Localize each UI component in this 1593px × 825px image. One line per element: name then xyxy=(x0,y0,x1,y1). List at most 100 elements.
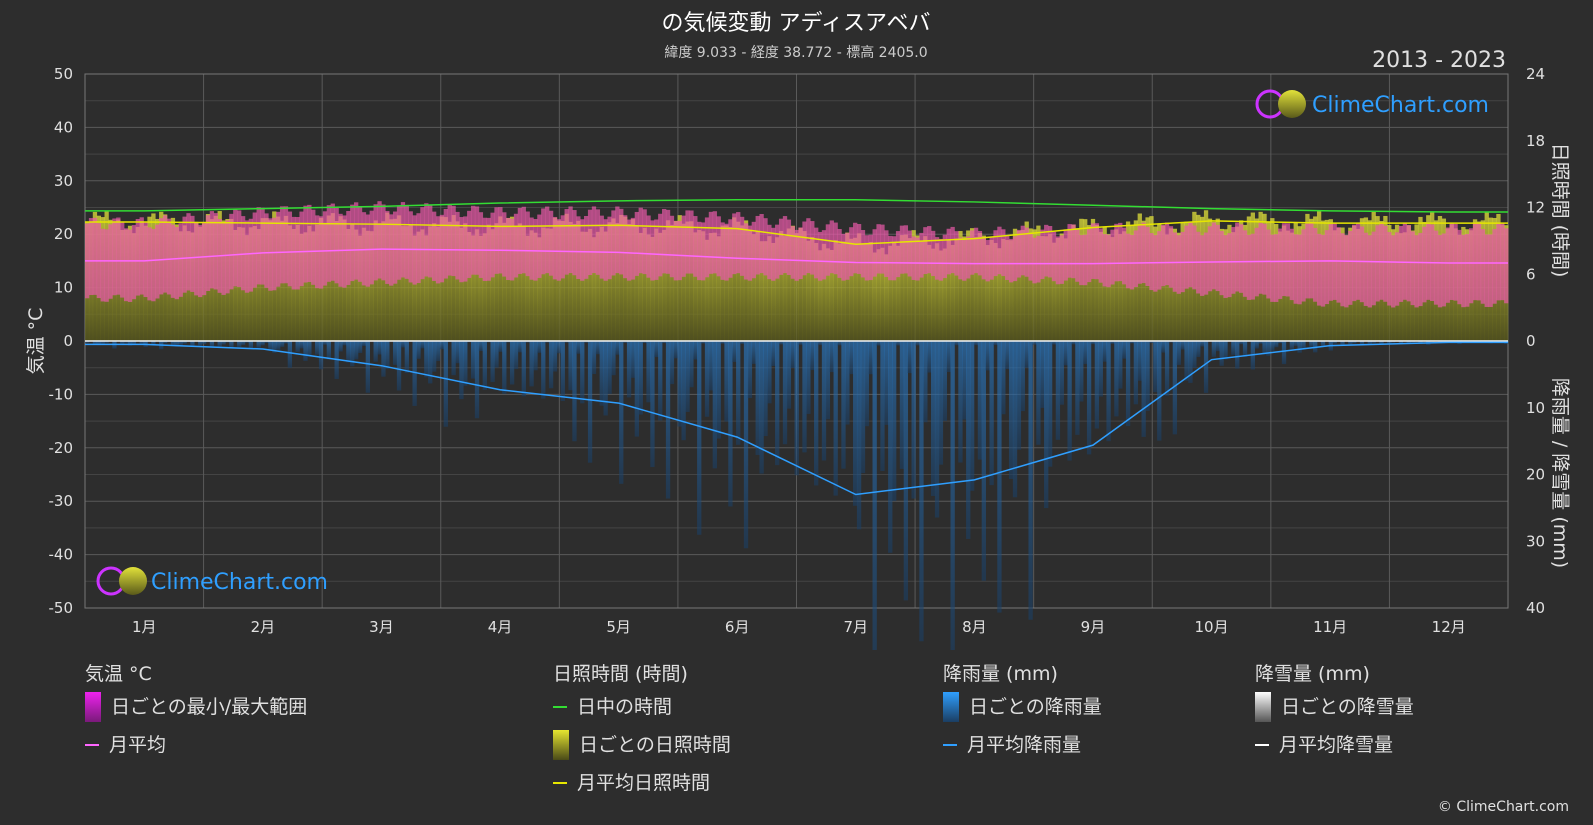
temperature-day-range xyxy=(915,237,920,281)
temperature-day-range xyxy=(1324,230,1330,305)
left-tick-label: 20 xyxy=(54,225,73,243)
sunshine-day-bar xyxy=(455,221,460,341)
rain-day-bar xyxy=(697,341,702,535)
sunshine-day-bar xyxy=(408,225,413,341)
rain-day-bar xyxy=(1059,341,1064,405)
rain-day-bar xyxy=(778,341,784,345)
rain-day-bar xyxy=(1047,341,1053,467)
daylight-hours-line xyxy=(85,198,1508,213)
legend-group-sunshine: 日照時間 (時間) 日中の時間 日ごとの日照時間 月平均日照時間 xyxy=(553,660,731,802)
temperature-day-range xyxy=(478,212,484,278)
watermark-top-text: ClimeChart.com xyxy=(1312,93,1489,118)
rain-day-bar xyxy=(120,341,125,344)
temperature-day-range xyxy=(1168,226,1174,288)
rain-day-bar xyxy=(903,341,909,601)
rain-day-bar xyxy=(630,341,636,378)
temperature-day-range xyxy=(1383,225,1388,302)
rain-day-bar xyxy=(856,341,862,530)
rain-day-bar xyxy=(810,341,815,371)
temperature-day-range xyxy=(927,226,932,274)
temperature-day-range xyxy=(899,225,905,274)
sunshine-day-bar xyxy=(634,225,640,341)
temperature-day-range xyxy=(1375,225,1380,302)
temperature-day-range xyxy=(1032,237,1037,284)
sunshine-day-bar xyxy=(872,252,877,341)
temperature-day-range xyxy=(1344,235,1349,308)
sunshine-day-bar xyxy=(607,222,612,341)
temperature-day-range xyxy=(681,215,686,277)
rain-day-bar xyxy=(151,341,156,345)
temperature-day-range xyxy=(404,204,409,279)
rain-day-bar xyxy=(576,341,581,354)
left-tick-label: 50 xyxy=(54,65,73,83)
sunshine-day-bar xyxy=(1016,230,1022,341)
rain-day-bar xyxy=(1180,341,1185,350)
temperature-day-range xyxy=(494,207,499,274)
rain-day-bar xyxy=(993,341,998,346)
mean-rain-line xyxy=(85,341,1508,496)
rain-day-bar xyxy=(428,341,433,384)
sunshine-day-bar xyxy=(1063,238,1068,341)
sunshine-day-bar xyxy=(849,238,854,341)
temperature-day-range xyxy=(829,220,834,274)
sunshine-day-bar xyxy=(732,217,737,341)
rain-day-bar xyxy=(989,341,994,486)
rain-day-bar xyxy=(482,341,487,391)
rain-day-bar xyxy=(1379,341,1384,345)
legend-group-title: 降雨量 (mm) xyxy=(943,663,1058,685)
temperature-day-range xyxy=(279,206,285,284)
legend-group-temperature: 気温 °C 日ごとの最小/最大範囲 月平均 xyxy=(85,660,307,764)
month-label: 11月 xyxy=(1313,618,1347,636)
rain-day-bar xyxy=(1102,341,1107,362)
rain-day-bar xyxy=(1293,341,1298,346)
temperature-day-range xyxy=(260,207,265,285)
legend-label: 日ごとの降雪量 xyxy=(1281,696,1414,718)
sunshine-day-bar xyxy=(346,228,351,341)
rain-day-bar xyxy=(1406,341,1411,344)
temperature-day-range xyxy=(498,207,503,274)
temperature-day-range xyxy=(1008,238,1014,283)
sunshine-day-bar xyxy=(303,232,308,341)
sunshine-day-bar xyxy=(307,225,312,341)
rain-day-bar xyxy=(1387,341,1392,344)
precipitation-tick-label: 10 xyxy=(1526,399,1545,417)
rain-day-bar xyxy=(529,341,534,387)
sunshine-day-bar xyxy=(1114,229,1119,341)
rain-day-bar xyxy=(201,341,207,345)
rain-day-bar xyxy=(1067,341,1072,461)
month-label: 1月 xyxy=(132,618,157,636)
sunshine-day-bar xyxy=(962,236,967,341)
temperature-day-range xyxy=(283,206,289,284)
rain-day-bar xyxy=(1200,341,1205,347)
rain-day-bar xyxy=(587,341,593,463)
temperature-day-range xyxy=(1242,230,1248,297)
temperature-day-range xyxy=(1262,223,1267,295)
temperature-day-range xyxy=(981,237,986,280)
temperature-day-range xyxy=(552,216,558,280)
rain-day-bar xyxy=(751,341,756,364)
temperature-day-range xyxy=(178,223,183,297)
sunshine-day-bar xyxy=(1122,231,1127,341)
rain-day-bar xyxy=(942,341,947,421)
sunshine-day-bar xyxy=(1012,228,1018,341)
mean-temperature-line xyxy=(85,248,1508,265)
precipitation-tick-label: 20 xyxy=(1526,466,1545,484)
rain-day-bar xyxy=(1320,341,1326,347)
temperature-day-range xyxy=(541,208,546,275)
temperature-day-range xyxy=(1215,224,1220,292)
sunshine-day-bar xyxy=(669,224,675,341)
rain-day-bar xyxy=(381,341,386,377)
rain-day-bar xyxy=(638,341,643,415)
rain-day-bar xyxy=(498,341,503,352)
temperature-day-range xyxy=(548,210,554,276)
temperature-day-range xyxy=(1219,231,1224,296)
rain-day-bar xyxy=(720,341,725,344)
temperature-day-range xyxy=(946,228,951,275)
rain-day-bar xyxy=(704,341,710,417)
temperature-day-range xyxy=(182,216,187,293)
temperature-day-range xyxy=(615,206,620,274)
rain-day-bar xyxy=(794,341,799,476)
sunshine-day-bar xyxy=(1071,224,1076,341)
temperature-day-range xyxy=(1414,235,1419,308)
sunshine-day-bar xyxy=(650,236,655,341)
